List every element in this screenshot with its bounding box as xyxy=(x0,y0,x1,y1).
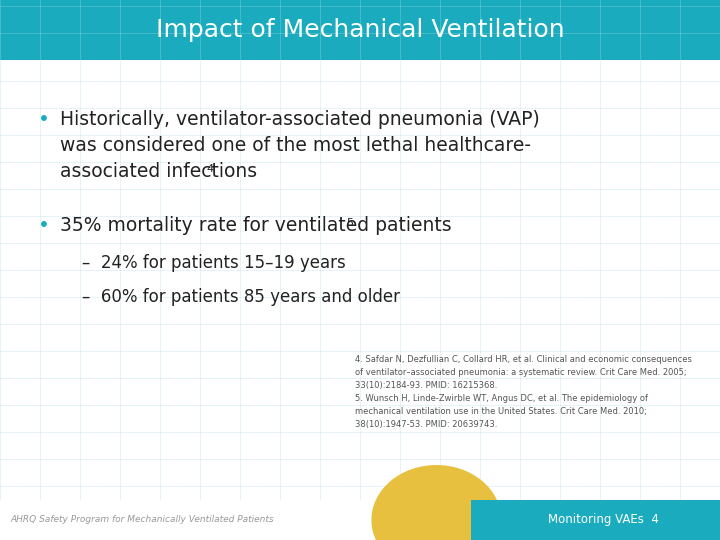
Text: 35% mortality rate for ventilated patients: 35% mortality rate for ventilated patien… xyxy=(60,216,451,235)
Text: AHRQ Safety Program for Mechanically Ventilated Patients: AHRQ Safety Program for Mechanically Ven… xyxy=(10,516,274,524)
Text: •: • xyxy=(38,216,50,235)
Ellipse shape xyxy=(372,465,501,540)
Text: –  60% for patients 85 years and older: – 60% for patients 85 years and older xyxy=(82,288,400,306)
Text: associated infections: associated infections xyxy=(60,162,257,181)
Text: was considered one of the most lethal healthcare-: was considered one of the most lethal he… xyxy=(60,136,531,155)
Text: Impact of Mechanical Ventilation: Impact of Mechanical Ventilation xyxy=(156,18,564,42)
Bar xyxy=(446,500,720,540)
Bar xyxy=(0,500,720,540)
Bar xyxy=(0,0,720,60)
Text: 4. Safdar N, Dezfullian C, Collard HR, et al. Clinical and economic consequences: 4. Safdar N, Dezfullian C, Collard HR, e… xyxy=(355,355,692,364)
Text: of ventilator–associated pneumonia: a systematic review. Crit Care Med. 2005;: of ventilator–associated pneumonia: a sy… xyxy=(355,368,687,377)
Bar xyxy=(472,500,720,540)
Text: –  24% for patients 15–19 years: – 24% for patients 15–19 years xyxy=(82,254,346,272)
Text: Monitoring VAEs  4: Monitoring VAEs 4 xyxy=(548,514,659,526)
Text: mechanical ventilation use in the United States. Crit Care Med. 2010;: mechanical ventilation use in the United… xyxy=(355,407,647,416)
Text: 38(10):1947-53. PMID: 20639743.: 38(10):1947-53. PMID: 20639743. xyxy=(355,420,498,429)
Text: •: • xyxy=(38,110,50,129)
Text: Historically, ventilator-associated pneumonia (VAP): Historically, ventilator-associated pneu… xyxy=(60,110,540,129)
Text: 5. Wunsch H, Linde-Zwirble WT, Angus DC, et al. The epidemiology of: 5. Wunsch H, Linde-Zwirble WT, Angus DC,… xyxy=(355,394,648,403)
Text: 5: 5 xyxy=(346,218,353,228)
Text: 4: 4 xyxy=(206,164,213,174)
Text: 33(10):2184-93. PMID: 16215368.: 33(10):2184-93. PMID: 16215368. xyxy=(355,381,498,390)
